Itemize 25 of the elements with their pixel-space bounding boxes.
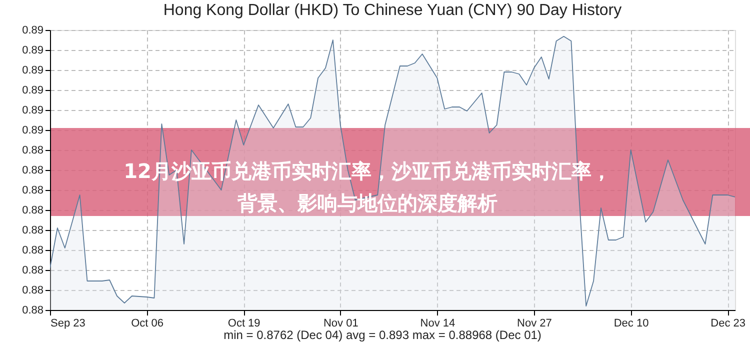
chart-title: Hong Kong Dollar (HKD) To Chinese Yuan (CNY) 90 Day History (163, 2, 622, 19)
y-tick-label: 0.89 (22, 24, 44, 36)
y-tick-label: 0.88 (22, 244, 44, 256)
y-tick-label: 0.88 (22, 264, 44, 276)
x-tick-label: Nov 14 (420, 318, 456, 330)
y-tick-label: 0.88 (22, 144, 44, 156)
y-tick-label: 0.88 (22, 224, 44, 236)
text: min = 0.8762 (Dec 04) avg = 0.893 max = 0.88968 (Dec 01) (224, 328, 542, 342)
x-tick-label: Dec 23 (710, 318, 746, 330)
y-tick-label: 0.89 (22, 124, 44, 136)
x-tick-label: Sep 23 (50, 318, 86, 330)
y-tick-label: 0.89 (22, 64, 44, 76)
x-tick-label: Oct 06 (131, 318, 164, 330)
y-tick-label: 0.89 (22, 84, 44, 96)
y-tick-label: 0.88 (22, 184, 44, 196)
x-tick-label: Nov 27 (517, 318, 552, 330)
x-tick-label: Nov 01 (323, 318, 358, 330)
y-tick-label: 0.88 (22, 284, 44, 296)
y-tick-label: 0.89 (22, 44, 44, 56)
x-tick-label: Dec 10 (614, 318, 649, 330)
y-tick-label: 0.89 (22, 104, 44, 116)
y-tick-label: 0.88 (22, 304, 44, 316)
y-tick-label: 0.88 (22, 164, 44, 176)
x-tick-label: Oct 19 (228, 318, 260, 330)
y-tick-label: 0.88 (22, 204, 44, 216)
